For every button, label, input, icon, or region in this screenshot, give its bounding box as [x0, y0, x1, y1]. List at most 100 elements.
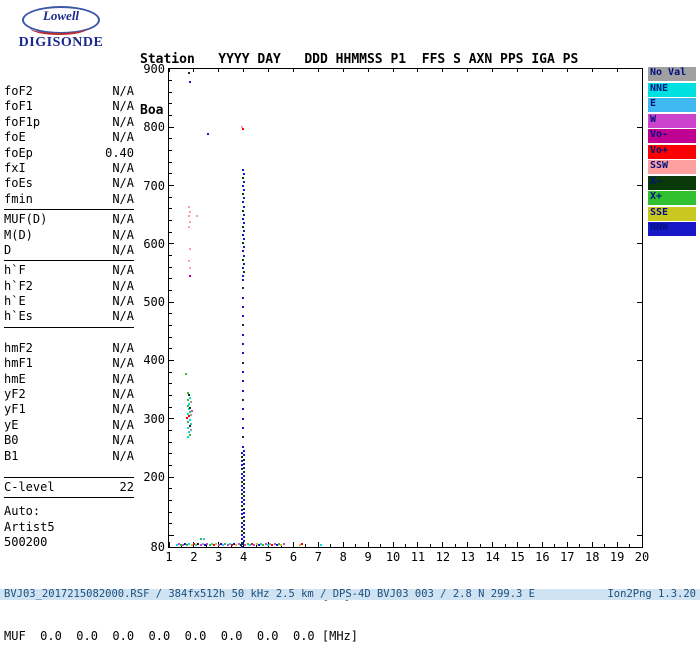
axis-tick [629, 544, 631, 547]
status-version: Ion2Png 1.3.20 [607, 588, 696, 600]
x-tick-label: 3 [215, 550, 223, 564]
data-point [251, 542, 254, 545]
data-point [242, 172, 245, 175]
data-point [242, 168, 245, 171]
param-row-foe: foE N/A [4, 130, 134, 145]
logo-product: DIGISONDE [18, 35, 104, 50]
data-point [257, 544, 260, 547]
axis-tick [168, 69, 170, 72]
axis-tick [169, 266, 172, 268]
legend-item-x: X+ [648, 191, 696, 205]
axis-tick [169, 313, 172, 315]
x-tick-label: 7 [314, 550, 322, 564]
axis-tick [169, 91, 172, 93]
status-file-info: BVJ03_2017215082000.RSF / 384fx512h 50 k… [4, 588, 536, 600]
y-tick-label: 600 [143, 236, 165, 251]
axis-tick [169, 488, 172, 490]
data-point [188, 403, 191, 406]
param-footer-line: 500200 [4, 535, 48, 550]
axis-tick [169, 523, 172, 525]
axis-tick [169, 103, 172, 105]
axis-tick [169, 173, 172, 175]
data-point [190, 410, 193, 413]
data-point [189, 418, 192, 421]
x-tick-label: 5 [264, 550, 273, 564]
x-tick-label: 6 [289, 550, 298, 564]
param-value: N/A [112, 176, 134, 191]
axis-tick [169, 464, 172, 466]
data-point [195, 544, 198, 547]
legend-item-nne: NNE [648, 82, 696, 97]
data-point [187, 206, 190, 209]
param-label: foEp [4, 145, 33, 160]
data-point [188, 72, 191, 75]
data-point [269, 542, 272, 545]
data-point [186, 426, 189, 429]
axis-tick [169, 185, 174, 187]
data-point [189, 434, 192, 437]
data-point [188, 210, 191, 213]
data-point [241, 468, 244, 471]
data-point [242, 270, 245, 273]
data-point [241, 472, 244, 475]
axis-tick [566, 69, 568, 72]
y-tick-label: 300 [143, 411, 165, 426]
legend: No Val NNE E W Vo- Vo+ SSW X- X+ SSE NNW [648, 67, 696, 238]
axis-tick [292, 69, 294, 72]
legend-item-noval: No Val [648, 67, 696, 81]
data-point [186, 404, 189, 407]
data-point [242, 454, 245, 457]
param-row-yf2: yF2 N/A [4, 387, 134, 402]
axis-tick [169, 301, 174, 303]
data-point [242, 399, 245, 402]
param-row-hf2: h`F2 N/A [4, 279, 134, 294]
axis-tick [637, 359, 642, 361]
axis-tick [392, 542, 394, 547]
x-tick-label: 9 [364, 550, 372, 564]
data-point [241, 436, 244, 439]
data-point [242, 478, 245, 481]
data-point [248, 544, 251, 547]
param-value: N/A [112, 84, 134, 98]
param-group: MUF(D) N/A M(D) N/A D N/A [4, 209, 134, 258]
param-value: N/A [112, 191, 134, 206]
param-value: N/A [112, 160, 134, 175]
data-point [240, 126, 243, 129]
x-tick-label: 14 [485, 550, 500, 564]
data-point [190, 423, 193, 425]
param-label: foEs [4, 176, 33, 191]
axis-tick [517, 69, 519, 72]
axis-tick [492, 69, 494, 72]
axis-tick [169, 138, 172, 140]
data-point [242, 495, 245, 498]
data-point [187, 408, 190, 411]
data-point [242, 389, 245, 392]
data-point [241, 517, 244, 520]
axis-tick [169, 290, 172, 291]
data-point [242, 246, 245, 249]
status-bar: BVJ03_2017215082000.RSF / 384fx512h 50 k… [0, 589, 700, 600]
data-point [282, 542, 285, 545]
data-point [188, 215, 191, 218]
axis-tick [169, 278, 172, 280]
data-point [213, 544, 216, 547]
axis-tick [169, 429, 172, 431]
data-point [187, 412, 190, 415]
param-value: N/A [112, 433, 134, 448]
data-point [241, 201, 244, 204]
data-point [242, 427, 245, 430]
dmuf-table: D 100 200 400 600 800 1000 1500 3000 [km… [4, 562, 358, 657]
axis-tick [541, 542, 543, 547]
legend-item-vo: Vo+ [648, 144, 696, 159]
data-point [190, 544, 193, 547]
data-point [242, 511, 245, 514]
legend-item-nnw: NNW [648, 222, 696, 236]
param-row-hmf2: hmF2 N/A [4, 341, 134, 356]
axis-tick [243, 69, 245, 72]
param-value: N/A [112, 340, 134, 355]
axis-tick [637, 243, 642, 245]
data-point [196, 214, 199, 217]
axis-tick [330, 544, 332, 547]
param-value: N/A [112, 278, 134, 293]
data-point [242, 542, 245, 545]
